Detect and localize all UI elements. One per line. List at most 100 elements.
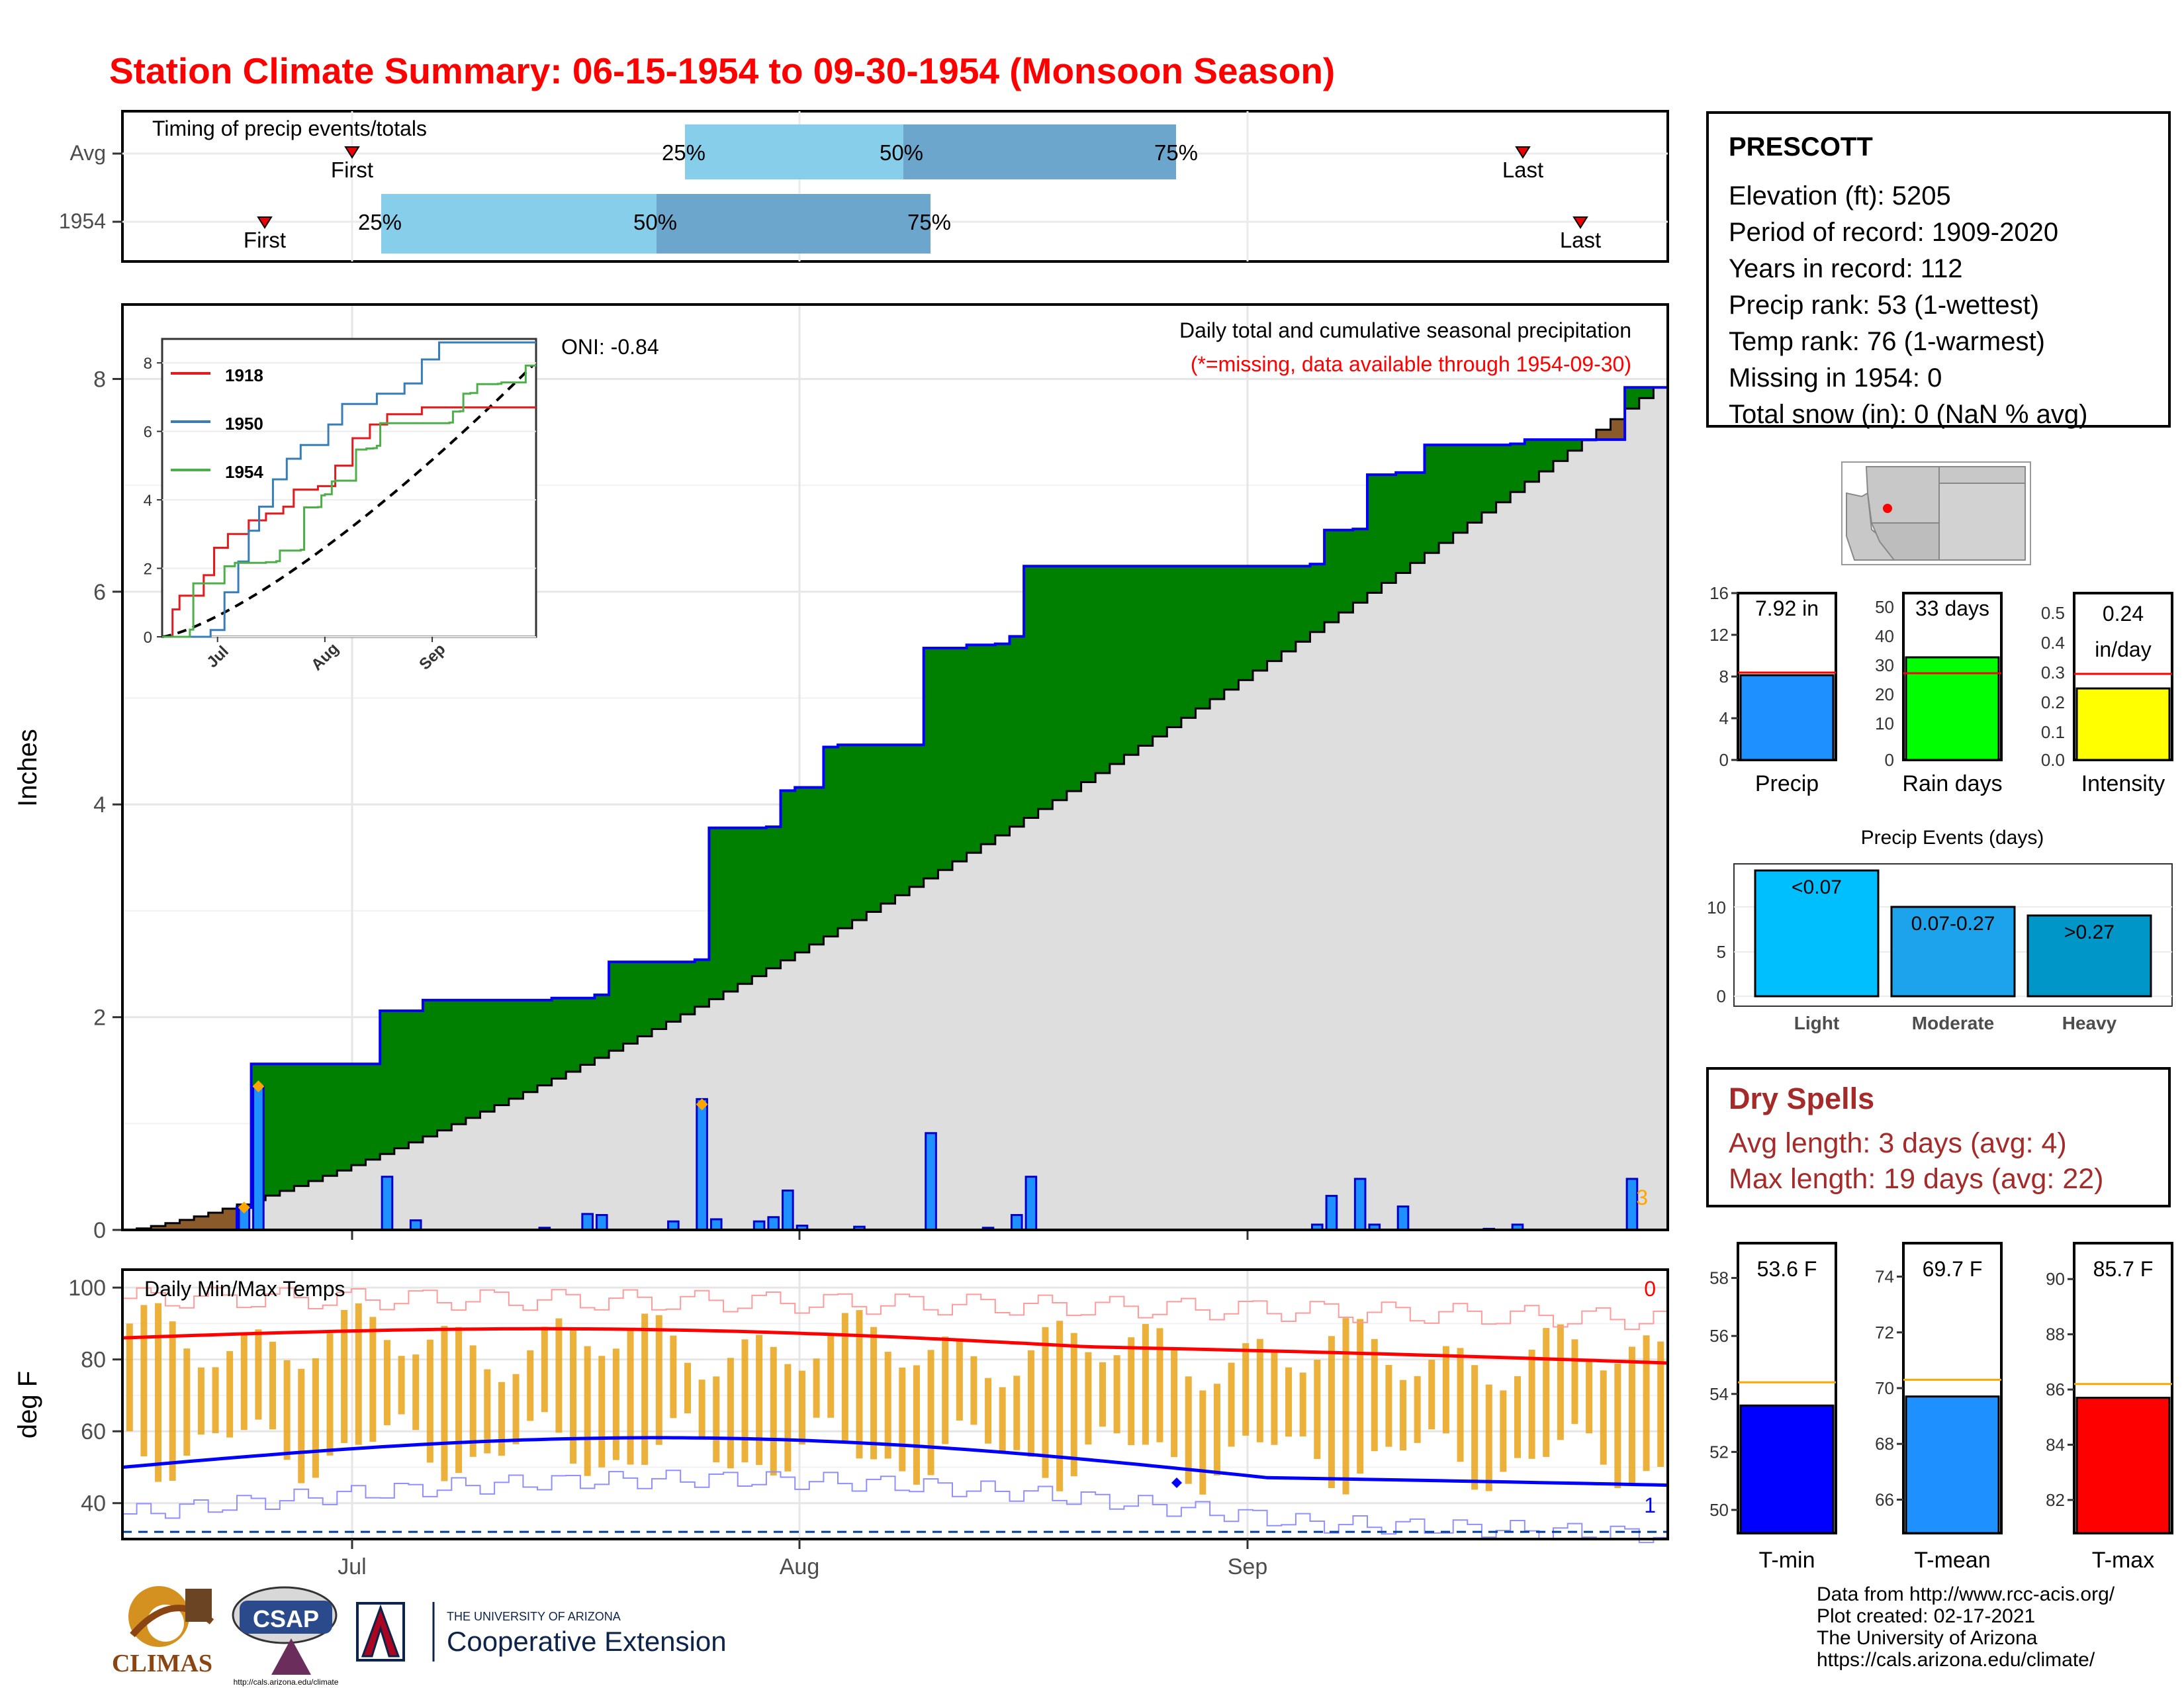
daily-temp-bar-91 xyxy=(1428,1360,1435,1430)
temp-mini-tick-2: 88 xyxy=(2046,1325,2065,1344)
dry-spells-panel: Dry Spells Avg length: 3 days (avg: 4) M… xyxy=(1706,1067,2171,1207)
events-light-bar xyxy=(1754,869,1880,998)
daily-temp-bar-27 xyxy=(512,1374,520,1444)
daily-temp-bar-107 xyxy=(1657,1341,1664,1467)
dry-spells-max: Max length: 19 days (avg: 22) xyxy=(1729,1163,2104,1195)
ua-logo-big: Cooperative Extension xyxy=(447,1626,727,1657)
daily-temp-bar-65 xyxy=(1056,1321,1064,1491)
daily-precip-bar-20 xyxy=(1325,1195,1338,1231)
inset-legend-1918: 1918 xyxy=(225,365,263,385)
corner-count: 3 xyxy=(1636,1186,1648,1209)
missing-note: (*=missing, data available through 1954-… xyxy=(1191,352,1631,376)
daily-temp-bar-87 xyxy=(1371,1338,1378,1452)
precip-summary-xlabel: Precip xyxy=(1755,771,1819,796)
precip-caption: Daily total and cumulative seasonal prec… xyxy=(1179,318,1631,342)
daily-temp-bar-28 xyxy=(527,1350,534,1421)
daily-temp-bar-36 xyxy=(641,1313,649,1465)
intensity-summary-label-1: 0.24 xyxy=(2103,602,2144,626)
dry-spells-avg: Avg length: 3 days (avg: 4) xyxy=(1729,1127,2067,1159)
precip-ytick-label: 6 xyxy=(93,580,106,605)
rain-days-summary-label: 33 days xyxy=(1915,596,1989,620)
daily-temp-bar-67 xyxy=(1085,1352,1092,1445)
daily-temp-bar-97 xyxy=(1514,1376,1521,1458)
row-1954-label: 1954 xyxy=(59,209,106,233)
svg-text:12: 12 xyxy=(1709,625,1729,645)
daily-precip-bar-23 xyxy=(1396,1205,1410,1231)
daily-temp-bar-22 xyxy=(441,1325,448,1481)
daily-temp-bar-6 xyxy=(212,1367,219,1434)
above-average-area xyxy=(122,387,1668,1230)
daily-temp-bar-49 xyxy=(827,1334,835,1418)
svg-text:0.3: 0.3 xyxy=(2041,663,2065,682)
daily-temp-bar-25 xyxy=(484,1369,491,1454)
daily-temp-bar-59 xyxy=(970,1356,978,1425)
events-moderate-cat: Moderate xyxy=(1912,1013,1994,1033)
1954-last-label: Last xyxy=(1560,228,1601,252)
1954-50-label: 50% xyxy=(633,210,677,234)
daily-precip-bar-15 xyxy=(925,1132,937,1231)
daily-precip-bar-3 xyxy=(409,1219,422,1231)
row-avg-label: Avg xyxy=(69,141,106,165)
daily-temp-bar-104 xyxy=(1614,1363,1621,1489)
events-heavy-cat: Heavy xyxy=(2062,1013,2117,1033)
daily-temp-bar-53 xyxy=(884,1352,891,1459)
daily-temp-bar-90 xyxy=(1414,1376,1421,1443)
daily-temp-bar-66 xyxy=(1070,1333,1077,1477)
daily-temp-bar-98 xyxy=(1528,1349,1535,1459)
svg-text:50: 50 xyxy=(1875,597,1894,617)
timing-label: Timing of precip events/totals xyxy=(152,117,427,140)
daily-temp-bar-4 xyxy=(183,1348,191,1456)
record-high-line xyxy=(122,1287,1668,1331)
temp-top-count: 0 xyxy=(1644,1277,1656,1301)
page-title: Station Climate Summary: 06-15-1954 to 0… xyxy=(109,50,1336,91)
csap-logo: CSAP http://cals.arizona.edu/climate xyxy=(232,1586,339,1687)
inset-ytick-label: 4 xyxy=(144,492,152,510)
daily-temp-bar-21 xyxy=(426,1339,433,1463)
station-period: Period of record: 1909-2020 xyxy=(1729,218,2059,247)
daily-temp-bar-73 xyxy=(1171,1350,1178,1458)
station-snow: Total snow (in): 0 (NaN % avg) xyxy=(1729,400,2088,429)
daily-temp-bar-70 xyxy=(1128,1337,1135,1446)
average-step-line xyxy=(122,386,1668,1231)
temp-mini-bar-T-min xyxy=(1739,1404,1835,1534)
temp-mini-tick-2: 84 xyxy=(2046,1435,2065,1455)
missing-marker-1 xyxy=(252,1080,265,1093)
daily-temp-bar-3 xyxy=(169,1321,176,1481)
daily-precip-bar-8 xyxy=(696,1098,708,1231)
daily-temp-bar-5 xyxy=(197,1367,205,1435)
avg-75-label: 75% xyxy=(1154,140,1198,165)
daily-temp-bar-39 xyxy=(684,1362,692,1414)
daily-temp-bar-83 xyxy=(1314,1360,1321,1460)
avg-25-label: 25% xyxy=(662,140,705,165)
daily-temp-bar-48 xyxy=(813,1358,820,1418)
daily-temp-bar-35 xyxy=(627,1329,634,1465)
daily-temp-bar-81 xyxy=(1285,1367,1293,1437)
inset-ytick-label: 0 xyxy=(144,629,152,647)
daily-temp-bar-76 xyxy=(1213,1383,1220,1476)
ua-logo: THE UNIVERSITY OF ARIZONA Cooperative Ex… xyxy=(356,1602,727,1662)
daily-temp-bar-51 xyxy=(856,1310,863,1459)
avg-50-75-bar xyxy=(903,124,1176,179)
station-temp-rank: Temp rank: 76 (1-warmest) xyxy=(1729,327,2045,356)
daily-temp-bar-41 xyxy=(713,1376,720,1463)
temp-ytick-label: 100 xyxy=(68,1276,106,1301)
temp-mini-tick-1: 68 xyxy=(1875,1434,1894,1454)
temp-ylabel: deg F xyxy=(13,1371,42,1438)
daily-temp-bar-7 xyxy=(226,1351,234,1438)
events-heavy-bar xyxy=(2026,914,2152,998)
daily-temp-bar-103 xyxy=(1600,1370,1607,1465)
csap-logo-url: http://cals.arizona.edu/climate xyxy=(234,1677,339,1687)
daily-temp-bar-26 xyxy=(498,1382,505,1456)
daily-precip-bar-12 xyxy=(782,1190,794,1231)
credits: Data from http://www.rcc-acis.org/ Plot … xyxy=(1817,1583,2115,1671)
daily-temp-bar-16 xyxy=(355,1303,362,1445)
svg-text:0.2: 0.2 xyxy=(2041,692,2065,712)
daily-temp-bar-50 xyxy=(841,1313,848,1441)
daily-precip-bars xyxy=(238,1080,1639,1231)
temp-mini-value-2: 85.7 F xyxy=(2093,1257,2154,1281)
daily-precip-bar-5 xyxy=(581,1213,594,1231)
daily-temp-bar-57 xyxy=(942,1336,949,1444)
avg-25-50-bar xyxy=(685,124,903,179)
